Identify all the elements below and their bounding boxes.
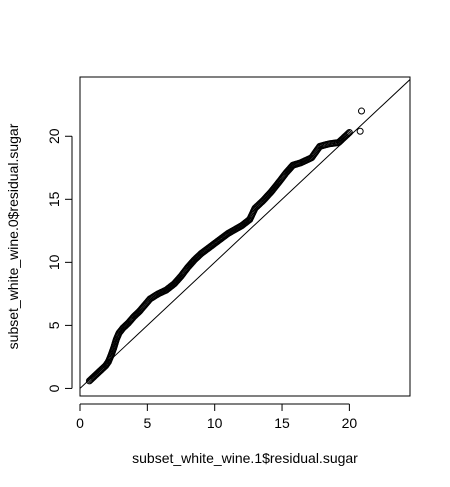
x-axis: 0 5 10 15 20: [76, 403, 358, 431]
data-point: [345, 128, 353, 136]
x-tick-label: 10: [207, 415, 223, 431]
data-point: [343, 130, 351, 138]
x-axis-title: subset_white_wine.1$residual.sugar: [132, 450, 358, 466]
y-tick-label: 5: [46, 321, 62, 329]
x-tick-label: 5: [143, 415, 151, 431]
plot-region: [80, 79, 410, 389]
y-axis: 0 5 10 15 20: [46, 128, 73, 392]
y-tick-label: 15: [46, 191, 62, 207]
data-point: [356, 127, 364, 135]
x-tick-label: 20: [342, 415, 358, 431]
data-point: [344, 129, 352, 137]
y-tick-label: 10: [46, 254, 62, 270]
x-tick-label: 0: [76, 415, 84, 431]
y-tick-label: 0: [46, 384, 62, 392]
data-points: [85, 107, 366, 385]
y-axis-title: subset_white_wine.0$residual.sugar: [5, 123, 21, 349]
reference-line: [80, 79, 410, 389]
data-point: [358, 107, 366, 115]
y-tick-label: 20: [46, 128, 62, 144]
plot-frame: [79, 76, 411, 397]
x-tick-label: 15: [274, 415, 290, 431]
